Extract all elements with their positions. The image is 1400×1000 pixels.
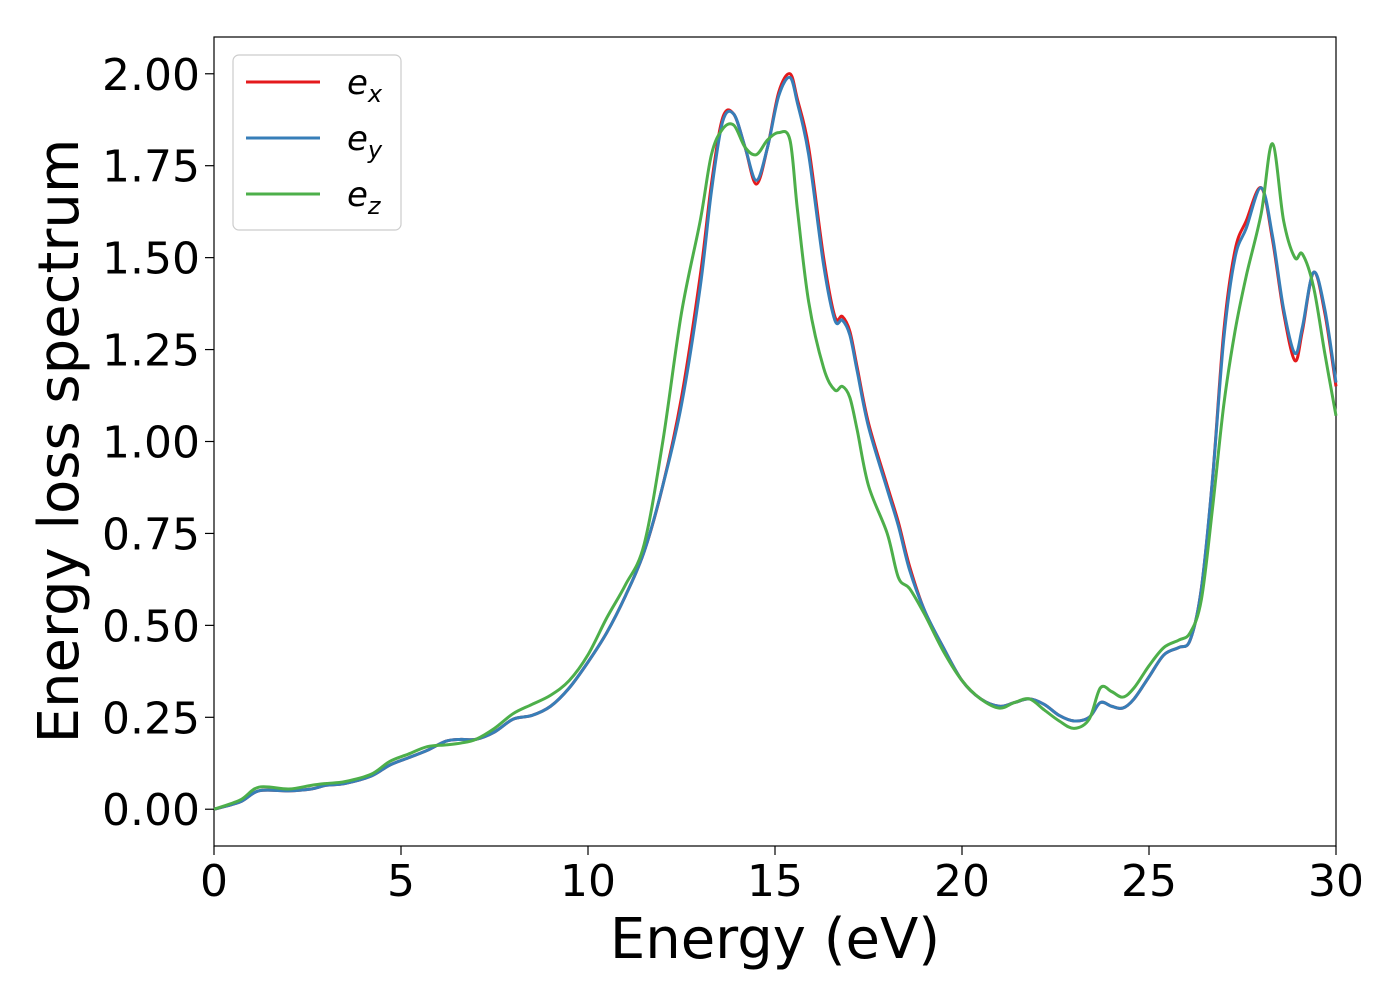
- y-tick-label: 0.75: [102, 509, 200, 560]
- y-tick-label: 1.00: [102, 418, 200, 469]
- series-lines: [213, 72, 1338, 811]
- y-axis-title: Energy loss spectrum: [27, 139, 92, 744]
- series-line-ez: [213, 122, 1338, 811]
- y-axis: 0.00 0.25 0.50 0.75 1.00 1.25 1.50 1.75 2.00: [102, 50, 214, 836]
- legend-items: ex ey ez: [246, 63, 383, 220]
- legend-label-ey: ey: [347, 119, 383, 164]
- x-tick-label: 5: [387, 856, 415, 907]
- y-tick-label: 0.50: [102, 601, 200, 652]
- y-tick-label: 0.00: [102, 785, 200, 836]
- legend-label-ex: ex: [347, 63, 383, 108]
- x-axis-title: Energy (eV): [610, 907, 940, 972]
- y-tick-label: 1.75: [102, 142, 200, 193]
- legend: ex ey ez: [232, 54, 402, 231]
- x-tick-label: 20: [934, 856, 990, 907]
- y-tick-label: 0.25: [102, 693, 200, 744]
- y-tick-label: 2.00: [102, 50, 200, 101]
- x-tick-label: 15: [747, 856, 803, 907]
- legend-label-ez: ez: [347, 175, 382, 220]
- x-tick-label: 25: [1121, 856, 1177, 907]
- y-tick-label: 1.25: [102, 326, 200, 377]
- x-tick-label: 10: [560, 856, 616, 907]
- x-tick-label: 30: [1308, 856, 1364, 907]
- x-tick-label: 0: [200, 856, 228, 907]
- y-tick-label: 1.50: [102, 234, 200, 285]
- legend-frame: [232, 54, 402, 231]
- x-axis: 0 5 10 15 20 25 30: [200, 846, 1364, 907]
